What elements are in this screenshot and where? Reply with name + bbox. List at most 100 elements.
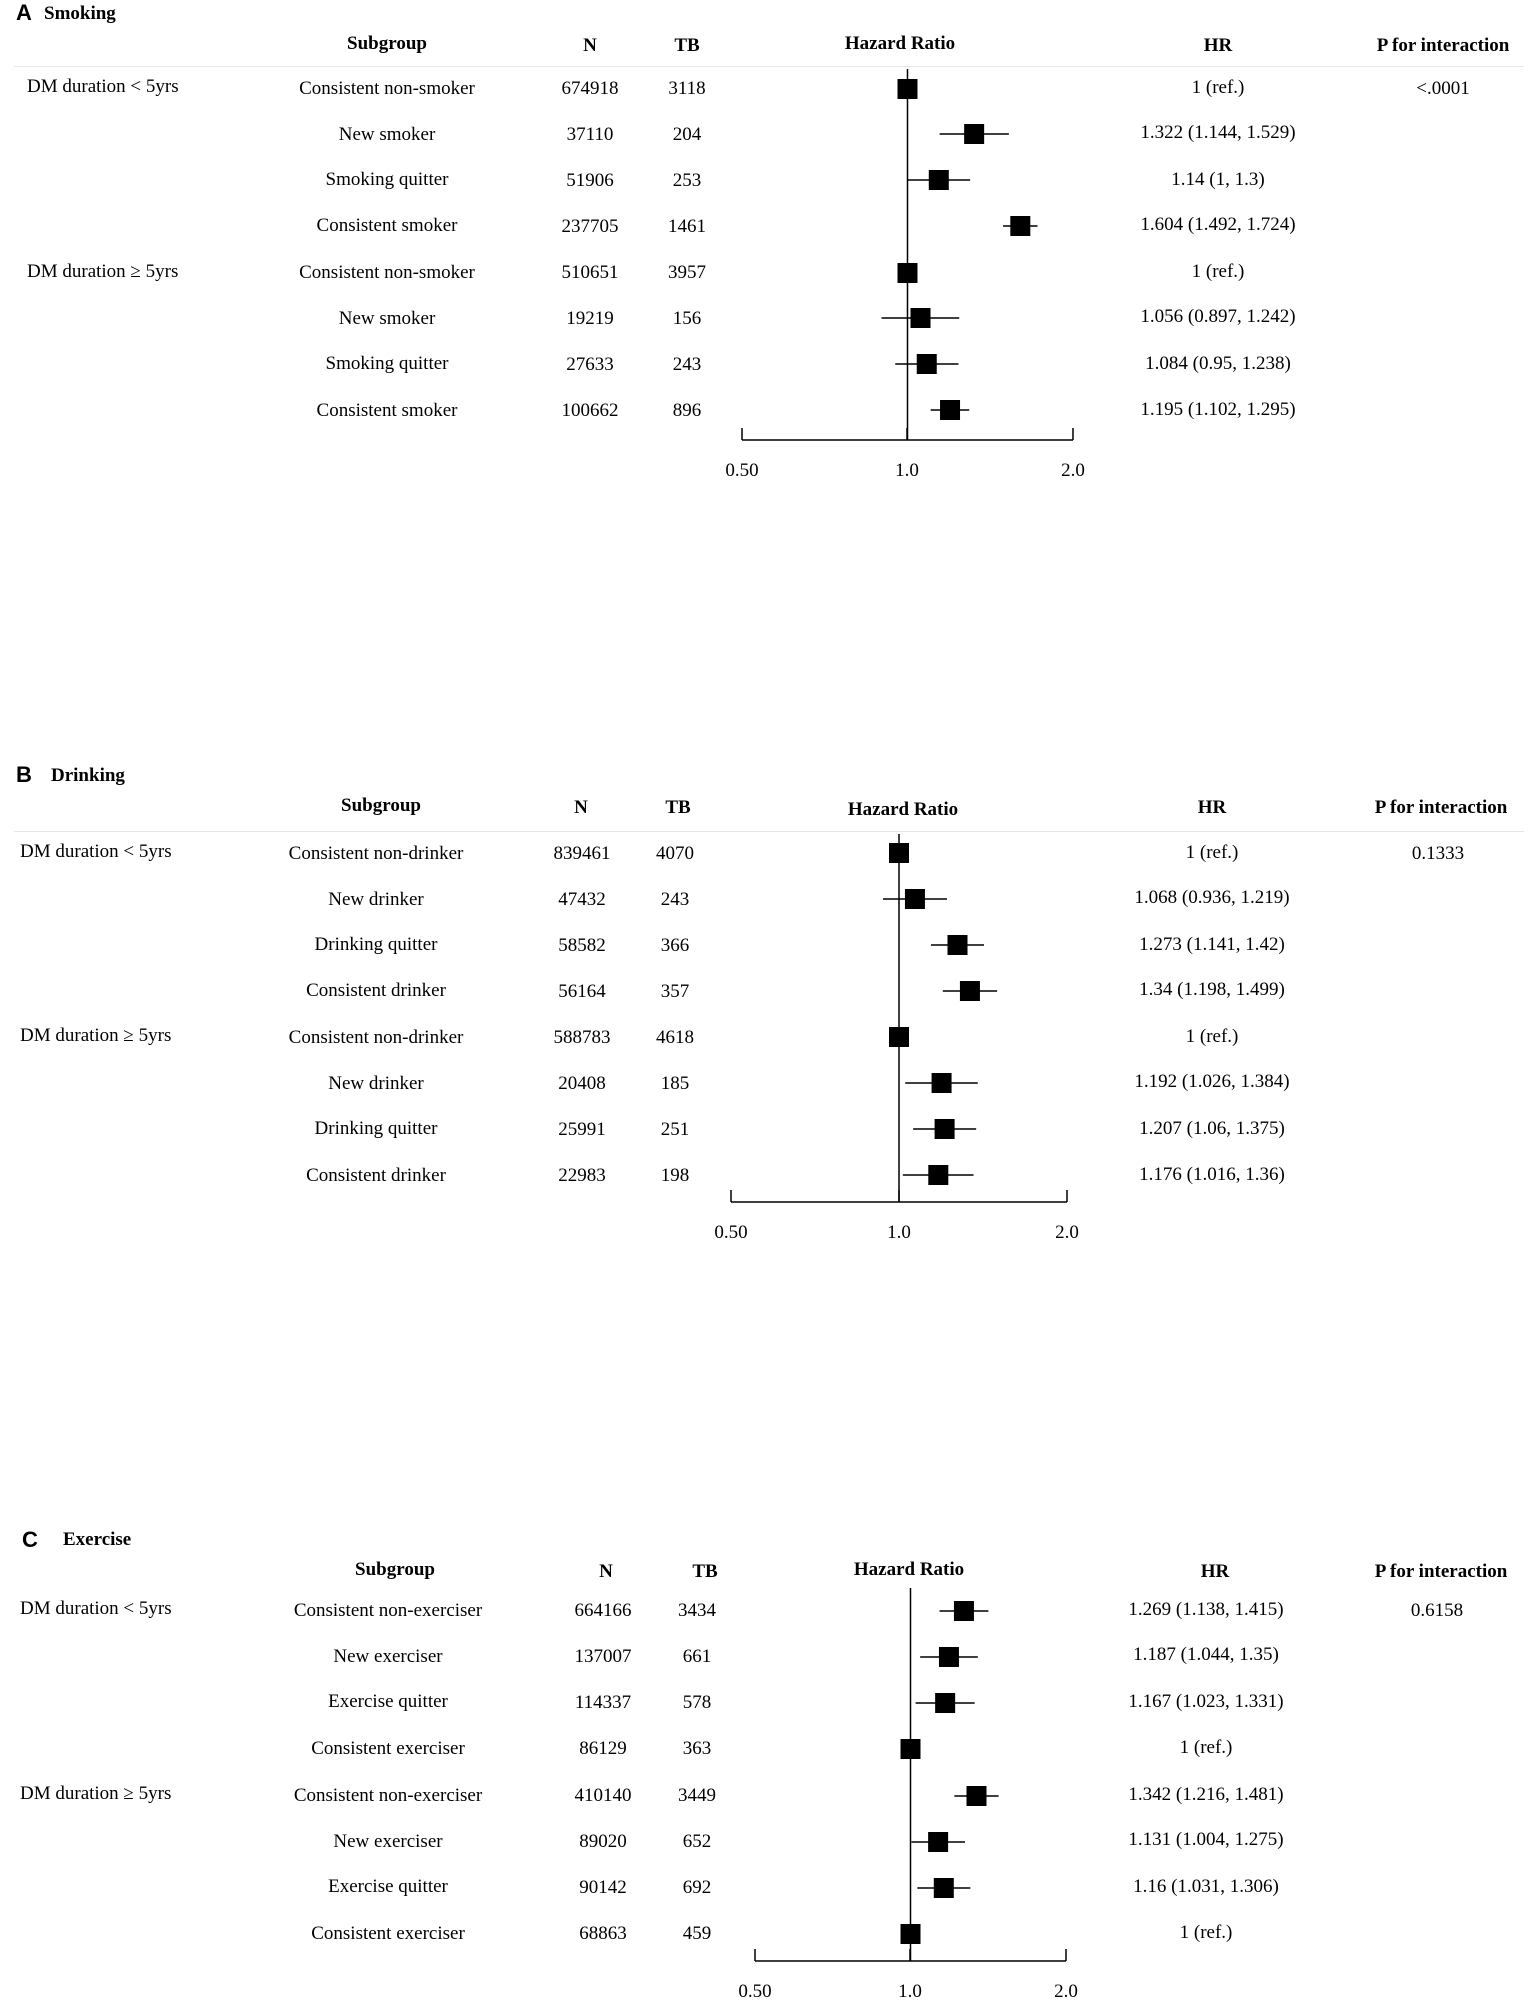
subgroup-label: New smoker	[338, 308, 436, 329]
n-header: N	[574, 797, 588, 818]
n-header: N	[583, 35, 597, 56]
n-value: 839461	[553, 843, 611, 864]
forest-plot: 0.50 1.0 2.0	[738, 1588, 1078, 2002]
x-tick-label: 1.0	[895, 460, 919, 481]
tb-value: 3434	[678, 1600, 716, 1621]
subgroup-label: Drinking quitter	[314, 1118, 438, 1139]
subgroup-label: Exercise quitter	[328, 1876, 448, 1897]
hr-value: 1 (ref.)	[1191, 261, 1245, 282]
tb-value: 363	[682, 1738, 712, 1759]
n-value: 89020	[579, 1831, 627, 1852]
subgroup-label: Smoking quitter	[325, 353, 449, 374]
subgroup-header: Subgroup	[355, 1559, 435, 1580]
tb-value: 3118	[668, 78, 706, 99]
hr-value: 1 (ref.)	[1185, 1026, 1239, 1047]
n-value: 58582	[558, 935, 606, 956]
x-tick-label: 1.0	[887, 1222, 911, 1243]
subgroup-label: New smoker	[338, 124, 436, 145]
hr-point	[938, 1647, 959, 1667]
hr-point	[966, 1786, 987, 1806]
hr-header: HR	[1197, 797, 1227, 818]
n-value: 137007	[574, 1646, 632, 1667]
n-value: 510651	[561, 262, 619, 283]
x-tick-label: 2.0	[1054, 1981, 1078, 2002]
hr-point	[933, 1878, 954, 1898]
panel-letter: A	[16, 0, 32, 25]
hr-value: 1.322 (1.144, 1.529)	[1140, 122, 1296, 143]
hr-point	[959, 981, 980, 1001]
hr-point	[953, 1601, 974, 1621]
hr-value: 1.207 (1.06, 1.375)	[1139, 1118, 1285, 1139]
x-tick-label: 2.0	[1061, 460, 1085, 481]
subgroup-label: Consistent non-exerciser	[293, 1600, 483, 1621]
subgroup-label: Consistent non-drinker	[288, 843, 464, 864]
hr-value: 1.34 (1.198, 1.499)	[1139, 979, 1285, 1000]
subgroup-label: Consistent exerciser	[311, 1738, 465, 1759]
hazard-ratio-header: Hazard Ratio	[844, 33, 956, 54]
hazard-ratio-header: Hazard Ratio	[847, 799, 959, 820]
hr-point	[934, 1119, 955, 1139]
hr-value: 1.14 (1, 1.3)	[1171, 169, 1265, 190]
hr-value: 1.192 (1.026, 1.384)	[1134, 1071, 1290, 1092]
hr-value: 1 (ref.)	[1179, 1737, 1233, 1758]
tb-header: TB	[665, 797, 691, 818]
subgroup-label: Consistent smoker	[316, 400, 458, 421]
n-value: 114337	[574, 1692, 632, 1713]
hr-value: 1.068 (0.936, 1.219)	[1134, 887, 1290, 908]
tb-value: 692	[682, 1877, 712, 1898]
p-interaction-header: P for interaction	[1376, 35, 1510, 56]
p-interaction-value: <.0001	[1416, 78, 1470, 99]
hr-value: 1.167 (1.023, 1.331)	[1128, 1691, 1284, 1712]
tb-value: 652	[682, 1831, 712, 1852]
x-tick-label: 1.0	[898, 1981, 922, 2002]
n-value: 37110	[566, 124, 614, 145]
hr-point	[910, 308, 931, 328]
n-value: 100662	[561, 400, 619, 421]
tb-value: 156	[672, 308, 702, 329]
subgroup-label: New exerciser	[333, 1646, 443, 1667]
n-value: 664166	[574, 1600, 632, 1621]
panel-letter: C	[22, 1527, 38, 1552]
tb-header: TB	[674, 35, 700, 56]
hr-point	[1010, 216, 1031, 236]
subgroup-label: Consistent smoker	[316, 215, 458, 236]
hr-point	[947, 935, 968, 955]
subgroup-label: New drinker	[328, 889, 424, 910]
tb-value: 4618	[656, 1027, 694, 1048]
n-value: 68863	[579, 1923, 627, 1944]
tb-value: 578	[682, 1692, 712, 1713]
tb-value: 661	[682, 1646, 712, 1667]
hr-point	[900, 1739, 921, 1759]
n-value: 237705	[561, 216, 619, 237]
hr-value: 1.131 (1.004, 1.275)	[1128, 1829, 1284, 1850]
panel-letter: B	[16, 762, 32, 787]
tb-value: 185	[660, 1073, 690, 1094]
p-interaction-value: 0.1333	[1411, 843, 1465, 864]
x-tick-label: 0.50	[725, 460, 758, 481]
hazard-ratio-header: Hazard Ratio	[853, 1559, 965, 1580]
tb-value: 366	[660, 935, 690, 956]
subgroup-label: Consistent drinker	[306, 980, 446, 1001]
p-interaction-value: 0.6158	[1410, 1600, 1464, 1621]
tb-value: 198	[660, 1165, 690, 1186]
tb-value: 243	[672, 354, 702, 375]
hr-value: 1.084 (0.95, 1.238)	[1145, 353, 1291, 374]
hr-value: 1.269 (1.138, 1.415)	[1128, 1599, 1284, 1620]
n-value: 51906	[566, 170, 614, 191]
subgroup-label: Consistent non-smoker	[299, 78, 475, 99]
group-label: DM duration ≥ 5yrs	[20, 1783, 172, 1804]
group-label: DM duration < 5yrs	[27, 76, 179, 97]
n-value: 674918	[561, 78, 619, 99]
header-divider	[14, 831, 1524, 832]
hr-point	[928, 170, 949, 190]
hr-point	[931, 1073, 952, 1093]
tb-value: 243	[660, 889, 690, 910]
hr-value: 1 (ref.)	[1179, 1922, 1233, 1943]
tb-value: 459	[682, 1923, 712, 1944]
subgroup-label: New exerciser	[333, 1831, 443, 1852]
group-label: DM duration ≥ 5yrs	[27, 261, 179, 282]
hr-value: 1.195 (1.102, 1.295)	[1140, 399, 1296, 420]
hr-point	[889, 1027, 909, 1047]
n-value: 588783	[553, 1027, 611, 1048]
tb-value: 253	[672, 170, 702, 191]
